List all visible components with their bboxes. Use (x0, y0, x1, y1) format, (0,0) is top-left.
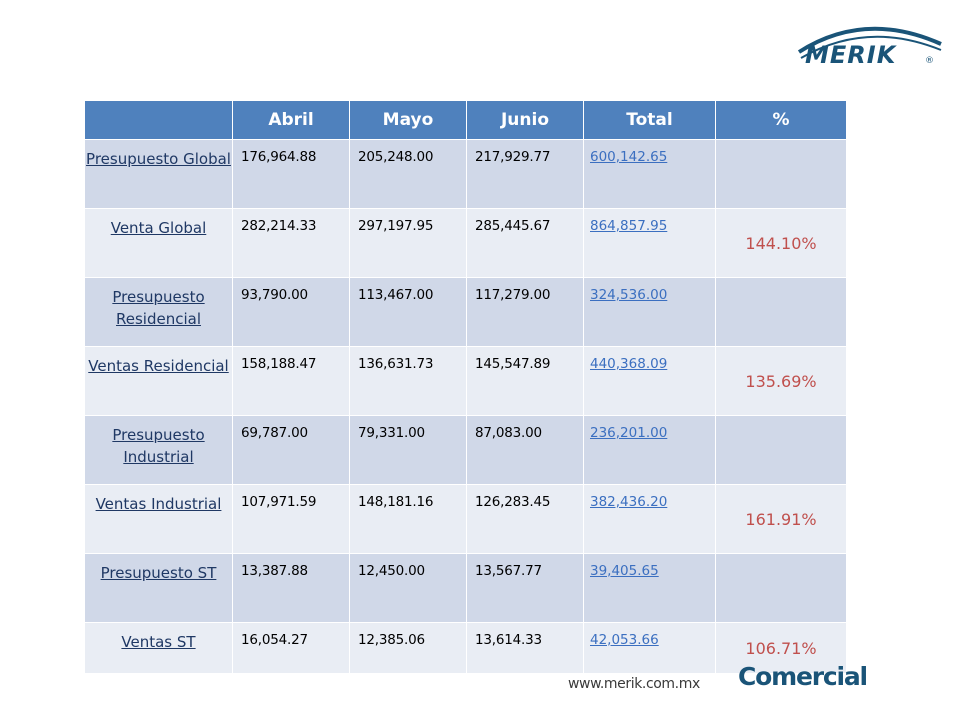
month-value-cell: 145,547.89 (466, 346, 584, 416)
total-link[interactable]: 382,436.20 (590, 494, 668, 510)
table-row: Venta Global 282,214.33 297,197.95 285,445.… (84, 208, 847, 278)
total-link[interactable]: 864,857.95 (590, 218, 668, 234)
table-header-row: Abril Mayo Junio Total % (84, 100, 847, 140)
table-row: Ventas ST 16,054.27 12,385.06 13,614.33 42,0… (84, 622, 847, 674)
total-cell: 324,536.00 (583, 277, 716, 347)
total-link[interactable]: 600,142.65 (590, 149, 668, 165)
header-cell (84, 100, 233, 140)
month-value-cell: 126,283.45 (466, 484, 584, 554)
row-label[interactable]: Presupuesto ST (84, 553, 233, 623)
total-cell: 382,436.20 (583, 484, 716, 554)
total-cell: 39,405.65 (583, 553, 716, 623)
table-row: Ventas Residencial 158,188.47 136,631.73 14… (84, 346, 847, 416)
month-value-cell: 136,631.73 (349, 346, 467, 416)
table-row: Presupuesto Residencial 93,790.00 113,467.… (84, 277, 847, 347)
percent-cell: 161.91% (715, 484, 847, 554)
row-label[interactable]: Venta Global (84, 208, 233, 278)
logo-text: MERIK (805, 41, 898, 69)
percent-cell: 135.69% (715, 346, 847, 416)
percent-cell: 144.10% (715, 208, 847, 278)
table-row: Presupuesto Industrial 69,787.00 79,331.00… (84, 415, 847, 485)
month-value-cell: 117,279.00 (466, 277, 584, 347)
row-label[interactable]: Ventas ST (84, 622, 233, 674)
total-cell: 440,368.09 (583, 346, 716, 416)
header-cell: Junio (466, 100, 584, 140)
total-link[interactable]: 39,405.65 (590, 563, 659, 579)
total-link[interactable]: 42,053.66 (590, 632, 659, 648)
percent-cell (715, 415, 847, 485)
month-value-cell: 12,450.00 (349, 553, 467, 623)
month-value-cell: 148,181.16 (349, 484, 467, 554)
percent-cell (715, 277, 847, 347)
header-cell: Total (583, 100, 716, 140)
month-value-cell: 16,054.27 (232, 622, 350, 674)
svg-text:®: ® (925, 56, 934, 66)
table-row: Ventas Industrial 107,971.59 148,181.16 126… (84, 484, 847, 554)
month-value-cell: 79,331.00 (349, 415, 467, 485)
percent-cell: 106.71% (715, 622, 847, 674)
percent-cell (715, 139, 847, 209)
total-link[interactable]: 236,201.00 (590, 425, 668, 441)
table-row: Presupuesto Global 176,964.88 205,248.00 21… (84, 139, 847, 209)
month-value-cell: 69,787.00 (232, 415, 350, 485)
month-value-cell: 285,445.67 (466, 208, 584, 278)
row-label[interactable]: Presupuesto Residencial (84, 277, 233, 347)
month-value-cell: 158,188.47 (232, 346, 350, 416)
table-row: Presupuesto ST 13,387.88 12,450.00 13,567.7… (84, 553, 847, 623)
header-cell: Abril (232, 100, 350, 140)
month-value-cell: 13,387.88 (232, 553, 350, 623)
footer-section-title: Comercial (738, 662, 868, 691)
header-cell: % (715, 100, 847, 140)
total-cell: 42,053.66 (583, 622, 716, 674)
row-label[interactable]: Presupuesto Global (84, 139, 233, 209)
row-label[interactable]: Ventas Industrial (84, 484, 233, 554)
total-link[interactable]: 324,536.00 (590, 287, 668, 303)
month-value-cell: 13,614.33 (466, 622, 584, 674)
total-cell: 236,201.00 (583, 415, 716, 485)
footer-url[interactable]: www.merik.com.mx (568, 676, 700, 692)
total-cell: 864,857.95 (583, 208, 716, 278)
month-value-cell: 217,929.77 (466, 139, 584, 209)
month-value-cell: 113,467.00 (349, 277, 467, 347)
month-value-cell: 176,964.88 (232, 139, 350, 209)
row-label[interactable]: Ventas Residencial (84, 346, 233, 416)
month-value-cell: 297,197.95 (349, 208, 467, 278)
month-value-cell: 282,214.33 (232, 208, 350, 278)
percent-cell (715, 553, 847, 623)
row-label[interactable]: Presupuesto Industrial (84, 415, 233, 485)
merik-logo: MERIK ® (795, 18, 945, 70)
total-cell: 600,142.65 (583, 139, 716, 209)
month-value-cell: 93,790.00 (232, 277, 350, 347)
month-value-cell: 107,971.59 (232, 484, 350, 554)
month-value-cell: 12,385.06 (349, 622, 467, 674)
month-value-cell: 87,083.00 (466, 415, 584, 485)
total-link[interactable]: 440,368.09 (590, 356, 668, 372)
month-value-cell: 13,567.77 (466, 553, 584, 623)
month-value-cell: 205,248.00 (349, 139, 467, 209)
header-cell: Mayo (349, 100, 467, 140)
budget-table: Abril Mayo Junio Total % Presupuesto Glo… (84, 100, 847, 674)
